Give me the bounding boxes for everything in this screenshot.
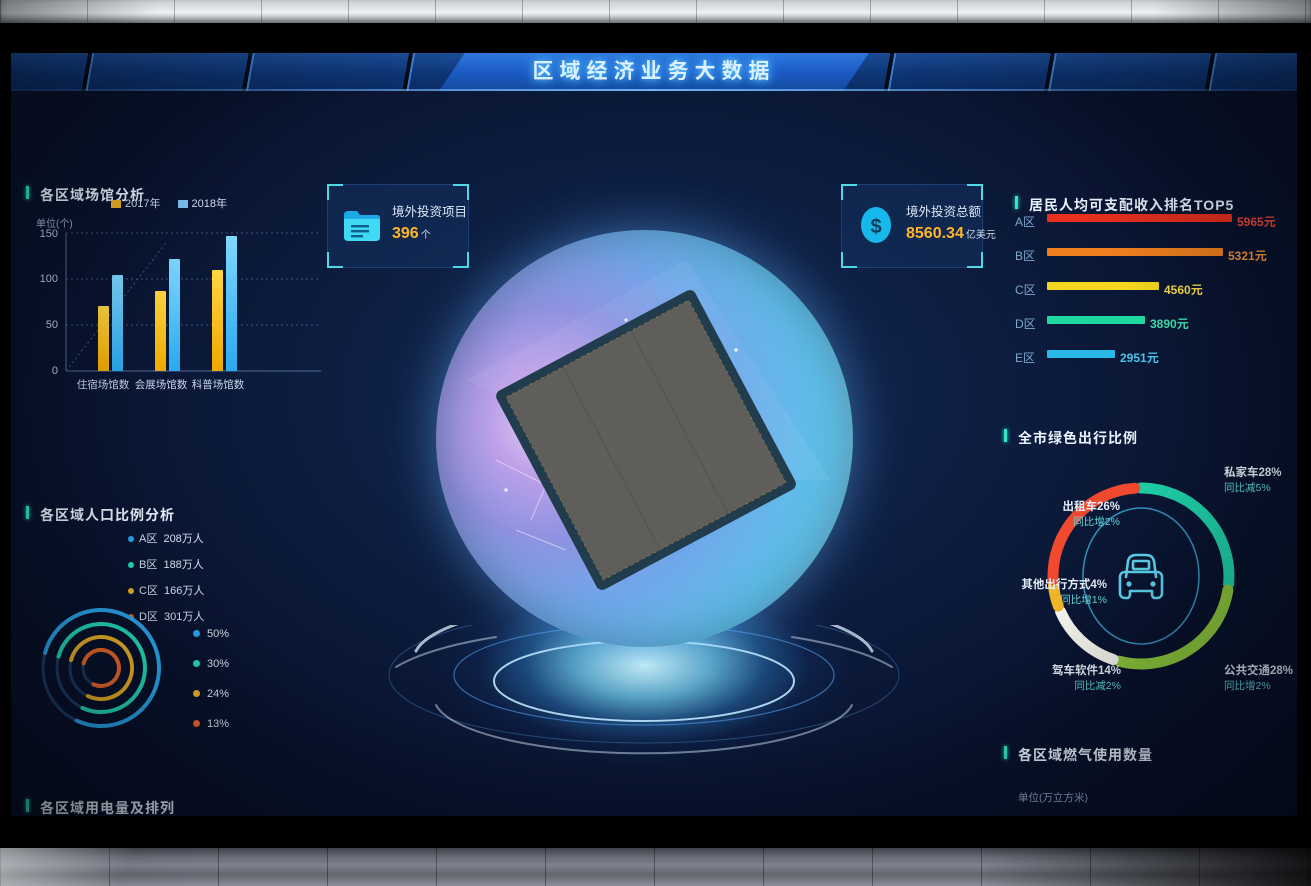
svg-text:50: 50 (46, 319, 58, 331)
svg-text:$: $ (870, 216, 881, 238)
svg-text:100: 100 (40, 273, 58, 285)
svg-text:150: 150 (40, 228, 58, 240)
svg-text:0: 0 (52, 365, 58, 377)
